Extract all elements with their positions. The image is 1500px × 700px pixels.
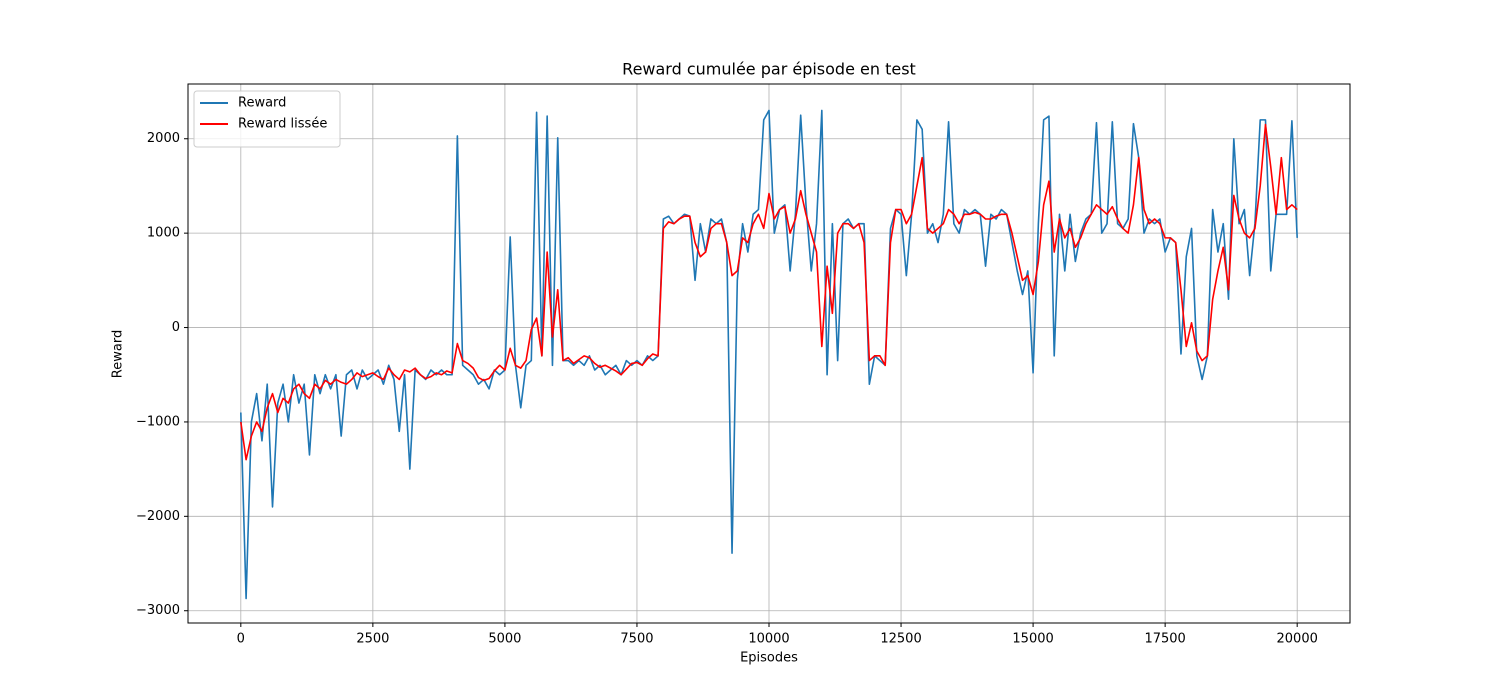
y-tick-label: −1000 xyxy=(136,414,180,429)
y-tick-label: 0 xyxy=(172,320,180,335)
y-tick-label: 2000 xyxy=(147,131,180,146)
legend-label: Reward lissée xyxy=(238,117,327,132)
x-tick-label: 15000 xyxy=(1012,632,1053,647)
x-tick-label: 2500 xyxy=(356,632,389,647)
x-tick-label: 7500 xyxy=(620,632,653,647)
x-tick-label: 20000 xyxy=(1277,632,1318,647)
y-tick-label: −3000 xyxy=(136,603,180,618)
y-tick-label: 1000 xyxy=(147,226,180,241)
x-tick-label: 5000 xyxy=(488,632,521,647)
line-series xyxy=(240,123,1298,461)
x-tick-label: 10000 xyxy=(748,632,789,647)
y-tick-label: −2000 xyxy=(136,509,180,524)
legend-box xyxy=(193,90,341,148)
y-axis-label: Reward xyxy=(111,330,126,378)
legend-label: Reward xyxy=(238,96,286,111)
chart-title: Reward cumulée par épisode en test xyxy=(622,60,916,79)
x-tick-label: 0 xyxy=(237,632,245,647)
x-tick-label: 17500 xyxy=(1144,632,1185,647)
x-tick-label: 12500 xyxy=(880,632,921,647)
x-axis-label: Episodes xyxy=(740,651,798,666)
